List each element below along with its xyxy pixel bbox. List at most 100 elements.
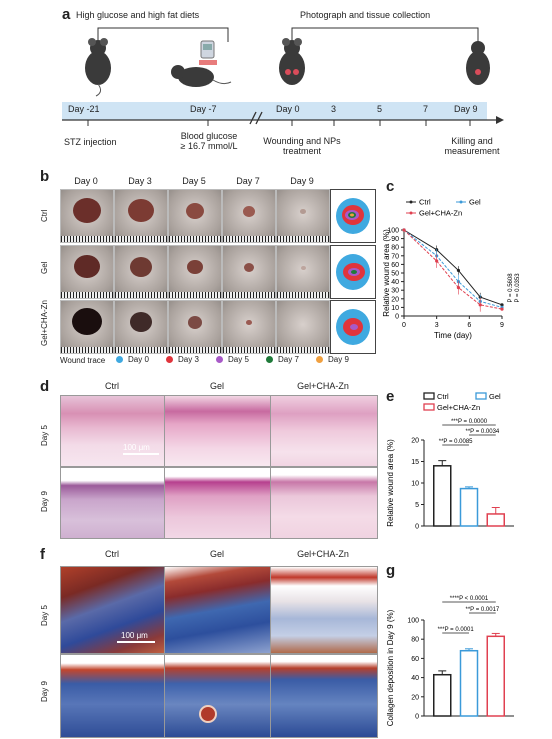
- y-tick-label: 40: [411, 675, 419, 682]
- y-tick-label: 0: [415, 524, 419, 531]
- legend-item-day4: Day 9: [316, 355, 349, 364]
- y-axis-label: Collagen deposition in Day 9 (%): [386, 609, 395, 726]
- day-label-m7: Day -7: [190, 104, 217, 114]
- ruler-strip: [277, 236, 329, 242]
- wound-photo-r0-c3: [222, 189, 276, 243]
- b-col-day0: Day 0: [74, 176, 98, 186]
- y-tick-label: 5: [415, 502, 419, 509]
- legend-dot-icon: [116, 356, 123, 364]
- p-annotation: ****P < 0.0001: [450, 596, 489, 602]
- legend-box-icon: [475, 392, 487, 400]
- mt-gel-day5: [164, 566, 271, 654]
- x-tick-label: 9: [500, 322, 504, 329]
- legend-series-label: Ctrl: [419, 198, 431, 207]
- p-annotation: **P = 0.0034: [465, 429, 499, 435]
- y-tick-label: 100: [407, 618, 419, 625]
- day-label-0: Day 0: [276, 104, 300, 114]
- legend-series-label: Gel: [469, 198, 481, 207]
- y-tick-label: 50: [391, 271, 399, 278]
- mt-ctrl-day5: 100 μm: [60, 566, 165, 654]
- legend-label: Day 9: [328, 355, 349, 364]
- mt-scalebar: [117, 641, 155, 643]
- d-row-day5: Day 5: [40, 425, 49, 446]
- f-row-day9: Day 9: [40, 681, 49, 702]
- point-0-4: [500, 303, 504, 307]
- wound-trace-gelcha: [330, 300, 376, 354]
- wound-spot: [73, 198, 101, 224]
- wound-spot: [72, 308, 102, 335]
- x-tick-label: 6: [467, 322, 471, 329]
- wounding-text: Wounding and NPs treatment: [263, 136, 341, 156]
- bar-0: [433, 465, 452, 527]
- wound-photo-r1-c4: [276, 245, 330, 299]
- y-tick-label: 20: [391, 296, 399, 303]
- he-ctrl-day9: [60, 467, 165, 539]
- blood-glucose-text: Blood glucose ≥ 16.7 mmol/L: [180, 131, 238, 151]
- x-axis-label: Time (day): [434, 331, 472, 340]
- mt-gelcha-day5: [270, 566, 378, 654]
- x-tick-label: 0: [402, 322, 406, 329]
- he-ctrl-day5: 100 μm: [60, 395, 165, 467]
- diet-text: High glucose and high fat diets: [76, 10, 200, 20]
- wound-photo-r0-c0: [60, 189, 114, 243]
- ruler-strip: [61, 347, 113, 353]
- f-col-gelcha: Gel+CHA-Zn: [297, 549, 349, 559]
- timeline-diagram: [62, 27, 504, 126]
- b-col-day3: Day 3: [128, 176, 152, 186]
- wound-photo-r2-c0: [60, 300, 114, 354]
- y-tick-label: 70: [391, 253, 399, 260]
- p-annotation-2: P = 0.0353: [515, 273, 521, 303]
- wound-photo-r1-c1: [114, 245, 168, 299]
- mouse-icon-2: [171, 65, 232, 87]
- wound-spot: [300, 209, 306, 215]
- y-tick-label: 10: [411, 481, 419, 488]
- wound-spot: [74, 255, 100, 279]
- series-line-1: [403, 229, 503, 308]
- wound-photo-r0-c4: [276, 189, 330, 243]
- legend-dot-icon: [316, 356, 323, 364]
- he-scalebar: [123, 453, 159, 455]
- y-tick-label: 30: [391, 288, 399, 295]
- y-tick-label: 80: [391, 245, 399, 252]
- d-col-gel: Gel: [209, 381, 224, 391]
- ruler-strip: [277, 347, 329, 353]
- he-scalebar-label: 100 μm: [123, 443, 150, 452]
- mouse-icon-4: [466, 41, 490, 85]
- wound-photo-r0-c1: [114, 189, 168, 243]
- b-row-gelcha: Gel+CHA-Zn: [40, 299, 49, 346]
- wound-spot: [243, 206, 255, 217]
- day-label-5: 5: [377, 104, 383, 114]
- wound-photo-r2-c3: [222, 300, 276, 354]
- legend-dot-icon: [266, 356, 273, 364]
- ruler-strip: [277, 292, 329, 298]
- wound-spot: [246, 320, 252, 326]
- legend-category-label: Ctrl: [437, 392, 449, 401]
- bar-1: [459, 487, 479, 527]
- he-gel-day5: [164, 395, 271, 467]
- he-gel-day9: [164, 467, 271, 539]
- wound-area-bar-chart: 0 5 10 15 20 Relative wound area (%) Ctrl Gel Ge…: [386, 392, 514, 531]
- ruler-strip: [61, 236, 113, 242]
- ruler-strip: [223, 236, 275, 242]
- y-tick-label: 90: [391, 236, 399, 243]
- legend-label: Day 7: [278, 355, 299, 364]
- killing-text: Killing and measurement: [444, 136, 500, 156]
- ruler-strip: [115, 347, 167, 353]
- legend-marker-icon: [409, 200, 413, 204]
- stz-injection-text: STZ injection: [64, 137, 117, 147]
- mt-scalebar-label: 100 μm: [121, 631, 148, 640]
- y-axis-label: Relative wound area (%): [386, 439, 395, 527]
- b-col-day5: Day 5: [182, 176, 206, 186]
- wound-trace-ctrl: [330, 189, 376, 243]
- wound-photo-r1-c0: [60, 245, 114, 299]
- panel-d-label: d: [40, 378, 50, 395]
- y-axis-label: Relative wound area (%): [382, 229, 391, 317]
- wound-trace-legend: Day 0 Day 3 Day 5 Day 7 Day 9: [116, 354, 366, 368]
- legend-dot-icon: [166, 356, 173, 364]
- point-2-4: [500, 307, 504, 311]
- day-label-m21: Day -21: [68, 104, 100, 114]
- p-annotation: ***P = 0.0000: [451, 419, 488, 425]
- mouse-icon-3: [279, 38, 305, 85]
- panel-b-label: b: [40, 168, 50, 185]
